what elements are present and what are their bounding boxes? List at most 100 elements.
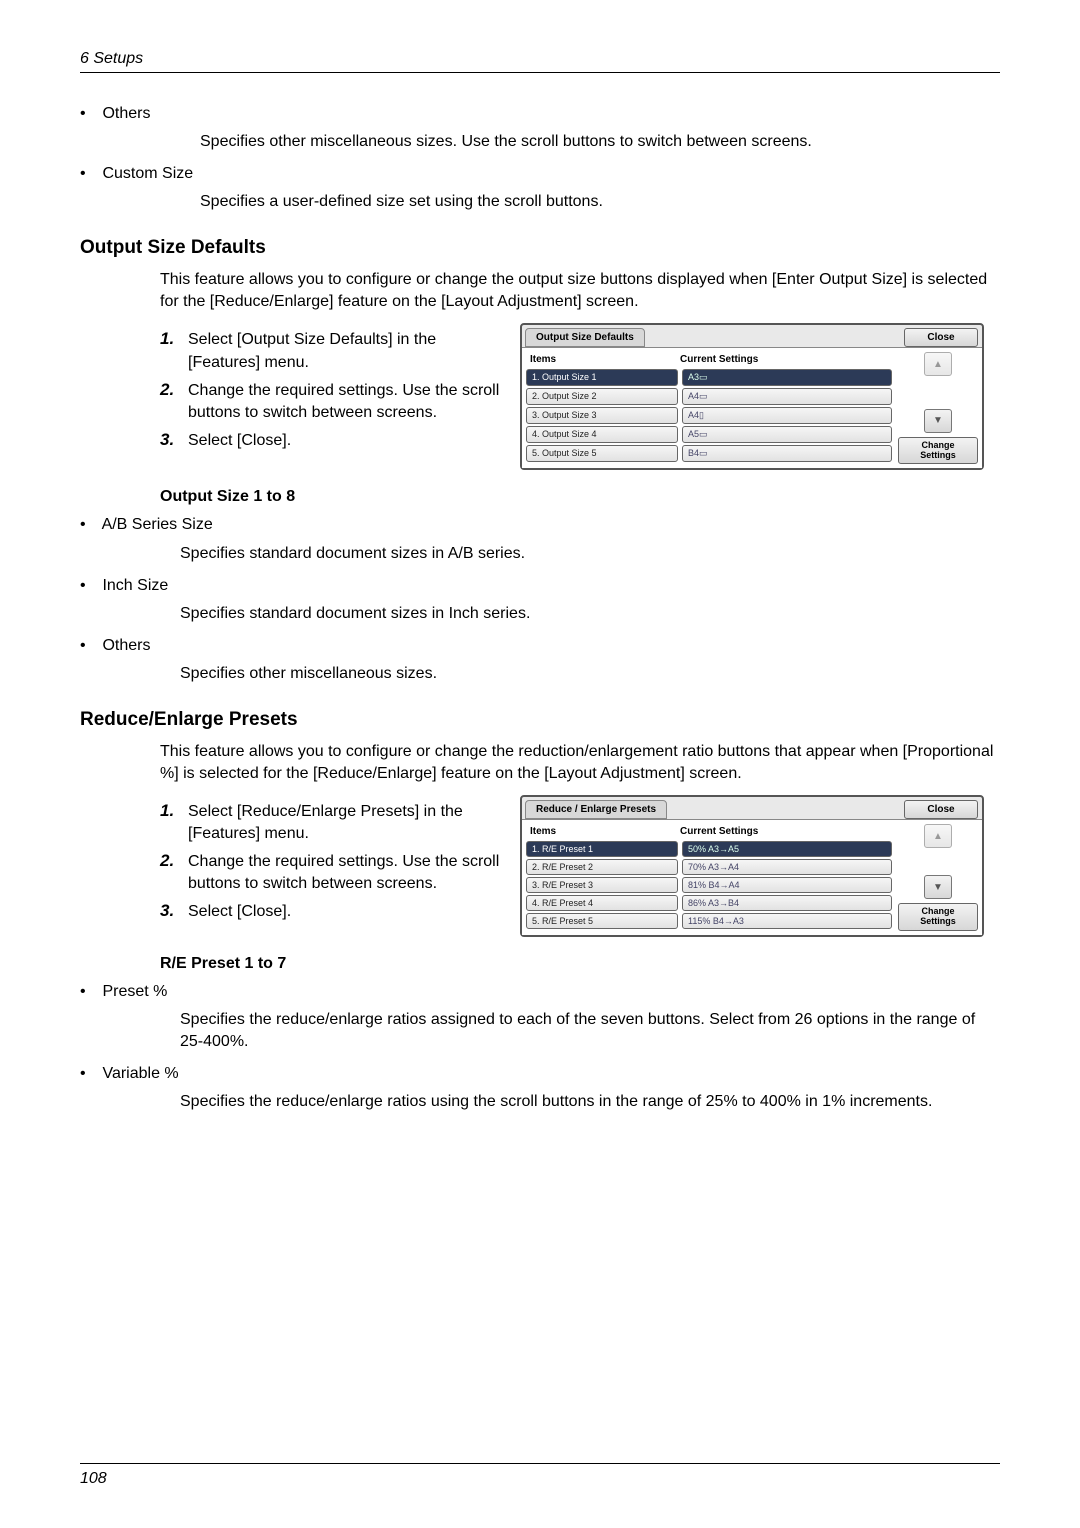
bullet-dot-icon: • xyxy=(80,163,98,185)
dialog-list: Items Current Settings 1. R/E Preset 150… xyxy=(526,824,892,931)
dialog-rows: 1. Output Size 1A3▭ 2. Output Size 2A4▭ 3.… xyxy=(526,369,892,462)
item-name-cell: 2. Output Size 2 xyxy=(526,388,678,405)
dialog-title-tab: Reduce / Enlarge Presets xyxy=(525,800,667,819)
bullet-preset-pct: • Preset % xyxy=(80,981,1000,1003)
dialog-close-wrap: Close xyxy=(904,328,978,347)
step-text: Change the required settings. Use the sc… xyxy=(188,380,500,424)
bullet-custom-size: • Custom Size xyxy=(80,163,1000,185)
step-number: 1. xyxy=(160,329,188,373)
bullet-label: Variable % xyxy=(102,1065,178,1082)
step-number: 1. xyxy=(160,801,188,845)
dialog-titlebar: Reduce / Enlarge Presets Close xyxy=(522,797,982,819)
page-number: 108 xyxy=(80,1470,1000,1488)
chevron-up-icon: ▲ xyxy=(933,359,943,370)
bullet-label: Preset % xyxy=(102,983,167,1000)
dialog-close-wrap: Close xyxy=(904,800,978,819)
step-number: 3. xyxy=(160,901,188,923)
variable-pct-text: Specifies the reduce/enlarge ratios usin… xyxy=(180,1091,1000,1113)
step-number: 2. xyxy=(160,380,188,424)
step-1: 1. Select [Reduce/Enlarge Presets] in th… xyxy=(160,801,500,845)
list-item[interactable]: 4. R/E Preset 486% A3→B4 xyxy=(526,895,892,911)
bullet-ab-series: • A/B Series Size xyxy=(80,514,1000,536)
chevron-up-icon: ▲ xyxy=(933,831,943,842)
reduce-enlarge-dialog-illustration: Reduce / Enlarge Presets Close Items Cur… xyxy=(520,795,1000,937)
step-text: Select [Reduce/Enlarge Presets] in the [… xyxy=(188,801,500,845)
step-text: Change the required settings. Use the sc… xyxy=(188,851,500,895)
step-text: Select [Output Size Defaults] in the [Fe… xyxy=(188,329,500,373)
list-item[interactable]: 4. Output Size 4A5▭ xyxy=(526,426,892,443)
list-item[interactable]: 1. R/E Preset 150% A3→A5 xyxy=(526,841,892,857)
scroll-up-button[interactable]: ▲ xyxy=(924,352,952,376)
item-name-cell: 1. Output Size 1 xyxy=(526,369,678,386)
item-name-cell: 5. Output Size 5 xyxy=(526,445,678,462)
item-name-cell: 2. R/E Preset 2 xyxy=(526,859,678,875)
close-button[interactable]: Close xyxy=(904,328,978,347)
inch-size-text: Specifies standard document sizes in Inc… xyxy=(180,603,1000,625)
chevron-down-icon: ▼ xyxy=(933,415,943,426)
preset-pct-text: Specifies the reduce/enlarge ratios assi… xyxy=(180,1009,1000,1053)
close-button[interactable]: Close xyxy=(904,800,978,819)
step-number: 3. xyxy=(160,430,188,452)
page: 6 Setups • Others Specifies other miscel… xyxy=(0,0,1080,1528)
col-current-settings: Current Settings xyxy=(680,354,888,365)
list-item[interactable]: 5. R/E Preset 5115% B4→A3 xyxy=(526,913,892,929)
bullet-inch-size: • Inch Size xyxy=(80,575,1000,597)
bullet-label: Others xyxy=(102,105,150,122)
dialog-side: ▲ ▼ Change Settings xyxy=(898,352,978,464)
reduce-enlarge-steps-row: 1. Select [Reduce/Enlarge Presets] in th… xyxy=(160,795,1000,937)
dialog-body: Items Current Settings 1. R/E Preset 150… xyxy=(522,819,982,935)
item-value-cell: 86% A3→B4 xyxy=(682,895,892,911)
item-name-cell: 1. R/E Preset 1 xyxy=(526,841,678,857)
change-settings-button[interactable]: Change Settings xyxy=(898,437,978,465)
bullet-dot-icon: • xyxy=(80,635,98,657)
scroll-down-button[interactable]: ▼ xyxy=(924,409,952,433)
item-value-cell: 115% B4→A3 xyxy=(682,913,892,929)
dialog-body: Items Current Settings 1. Output Size 1A… xyxy=(522,347,982,468)
bullet-dot-icon: • xyxy=(80,514,98,536)
step-1: 1. Select [Output Size Defaults] in the … xyxy=(160,329,500,373)
change-settings-button[interactable]: Change Settings xyxy=(898,903,978,931)
dialog-rows: 1. R/E Preset 150% A3→A5 2. R/E Preset 27… xyxy=(526,841,892,929)
list-item[interactable]: 5. Output Size 5B4▭ xyxy=(526,445,892,462)
col-current-settings: Current Settings xyxy=(680,826,888,837)
item-value-cell: B4▭ xyxy=(682,445,892,462)
dialog-list: Items Current Settings 1. Output Size 1A… xyxy=(526,352,892,464)
scroll-down-button[interactable]: ▼ xyxy=(924,875,952,899)
list-item[interactable]: 1. Output Size 1A3▭ xyxy=(526,369,892,386)
item-value-cell: A4▯ xyxy=(682,407,892,424)
others-text: Specifies other miscellaneous sizes. Use… xyxy=(200,131,1000,153)
footer-rule xyxy=(80,1463,1000,1464)
dialog-list-header: Items Current Settings xyxy=(526,824,892,839)
dialog-side: ▲ ▼ Change Settings xyxy=(898,824,978,931)
reduce-enlarge-steps: 1. Select [Reduce/Enlarge Presets] in th… xyxy=(160,795,500,929)
list-item[interactable]: 3. R/E Preset 381% B4→A4 xyxy=(526,877,892,893)
ab-series-text: Specifies standard document sizes in A/B… xyxy=(180,543,1000,565)
output-size-steps: 1. Select [Output Size Defaults] in the … xyxy=(160,323,500,457)
bullet-dot-icon: • xyxy=(80,575,98,597)
bullet-dot-icon: • xyxy=(80,103,98,125)
bullet-others-2: • Others xyxy=(80,635,1000,657)
heading-reduce-enlarge: Reduce/Enlarge Presets xyxy=(80,709,1000,731)
step-3: 3. Select [Close]. xyxy=(160,901,500,923)
step-2: 2. Change the required settings. Use the… xyxy=(160,380,500,424)
item-name-cell: 4. R/E Preset 4 xyxy=(526,895,678,911)
dialog-title-tab: Output Size Defaults xyxy=(525,328,645,347)
dialog-list-header: Items Current Settings xyxy=(526,352,892,367)
chevron-down-icon: ▼ xyxy=(933,882,943,893)
bullet-label: Inch Size xyxy=(102,577,168,594)
scroll-up-button[interactable]: ▲ xyxy=(924,824,952,848)
dialog-output-size: Output Size Defaults Close Items Current… xyxy=(520,323,984,470)
bullet-dot-icon: • xyxy=(80,981,98,1003)
item-name-cell: 3. Output Size 3 xyxy=(526,407,678,424)
running-header: 6 Setups xyxy=(80,50,1000,68)
dialog-titlebar: Output Size Defaults Close xyxy=(522,325,982,347)
output-size-intro: This feature allows you to configure or … xyxy=(160,269,1000,313)
list-item[interactable]: 2. Output Size 2A4▭ xyxy=(526,388,892,405)
header-rule xyxy=(80,72,1000,73)
custom-size-text: Specifies a user-defined size set using … xyxy=(200,191,1000,213)
bullet-dot-icon: • xyxy=(80,1063,98,1085)
bullet-label: Others xyxy=(102,637,150,654)
list-item[interactable]: 3. Output Size 3A4▯ xyxy=(526,407,892,424)
list-item[interactable]: 2. R/E Preset 270% A3→A4 xyxy=(526,859,892,875)
bullet-label: Custom Size xyxy=(102,165,193,182)
